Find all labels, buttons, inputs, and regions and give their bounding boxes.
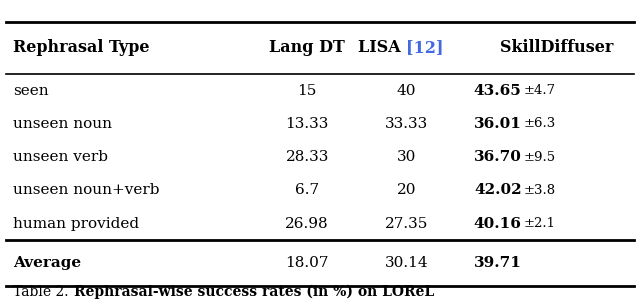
- Text: 18.07: 18.07: [285, 256, 329, 270]
- Text: 39.71: 39.71: [474, 256, 522, 270]
- Text: 40.16: 40.16: [474, 217, 522, 231]
- Text: 40: 40: [397, 83, 416, 98]
- Text: Rephrasal-wise success rates (in %) on LOReL: Rephrasal-wise success rates (in %) on L…: [74, 284, 434, 299]
- Text: Rephrasal Type: Rephrasal Type: [13, 39, 149, 56]
- Text: ±3.8: ±3.8: [524, 184, 556, 197]
- Text: LISA: LISA: [358, 39, 406, 56]
- Text: unseen noun+verb: unseen noun+verb: [13, 183, 159, 197]
- Text: Table 2.: Table 2.: [13, 285, 68, 299]
- Text: ±6.3: ±6.3: [524, 117, 556, 130]
- Text: 33.33: 33.33: [385, 117, 428, 131]
- Text: 26.98: 26.98: [285, 217, 329, 231]
- Text: 27.35: 27.35: [385, 217, 428, 231]
- Text: 20: 20: [397, 183, 416, 197]
- Text: unseen noun: unseen noun: [13, 117, 112, 131]
- Text: [12]: [12]: [406, 39, 444, 56]
- Text: 36.70: 36.70: [474, 150, 522, 164]
- Text: ±2.1: ±2.1: [524, 217, 556, 230]
- Text: seen: seen: [13, 83, 49, 98]
- Text: 42.02: 42.02: [474, 183, 522, 197]
- Text: Average: Average: [13, 256, 81, 270]
- Text: 30: 30: [397, 150, 416, 164]
- Text: SkillDiffuser: SkillDiffuser: [500, 39, 614, 56]
- Text: 43.65: 43.65: [474, 83, 522, 98]
- Text: ±9.5: ±9.5: [524, 151, 556, 164]
- Text: 28.33: 28.33: [285, 150, 329, 164]
- Text: 30.14: 30.14: [385, 256, 428, 270]
- Text: 6.7: 6.7: [295, 183, 319, 197]
- Text: 15: 15: [298, 83, 317, 98]
- Text: ±4.7: ±4.7: [524, 84, 556, 97]
- Text: human provided: human provided: [13, 217, 139, 231]
- Text: 13.33: 13.33: [285, 117, 329, 131]
- Text: 36.01: 36.01: [474, 117, 522, 131]
- Text: Lang DT: Lang DT: [269, 39, 345, 56]
- Text: unseen verb: unseen verb: [13, 150, 108, 164]
